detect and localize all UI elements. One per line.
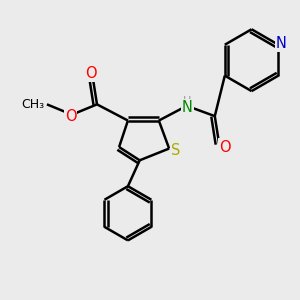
Text: N: N bbox=[182, 100, 193, 115]
Text: H: H bbox=[183, 95, 191, 106]
Text: CH₃: CH₃ bbox=[21, 98, 44, 111]
Text: O: O bbox=[65, 109, 76, 124]
Text: O: O bbox=[85, 66, 97, 81]
Text: O: O bbox=[219, 140, 231, 154]
Text: S: S bbox=[171, 143, 180, 158]
Text: methyl: methyl bbox=[43, 102, 47, 103]
Text: N: N bbox=[276, 36, 287, 51]
